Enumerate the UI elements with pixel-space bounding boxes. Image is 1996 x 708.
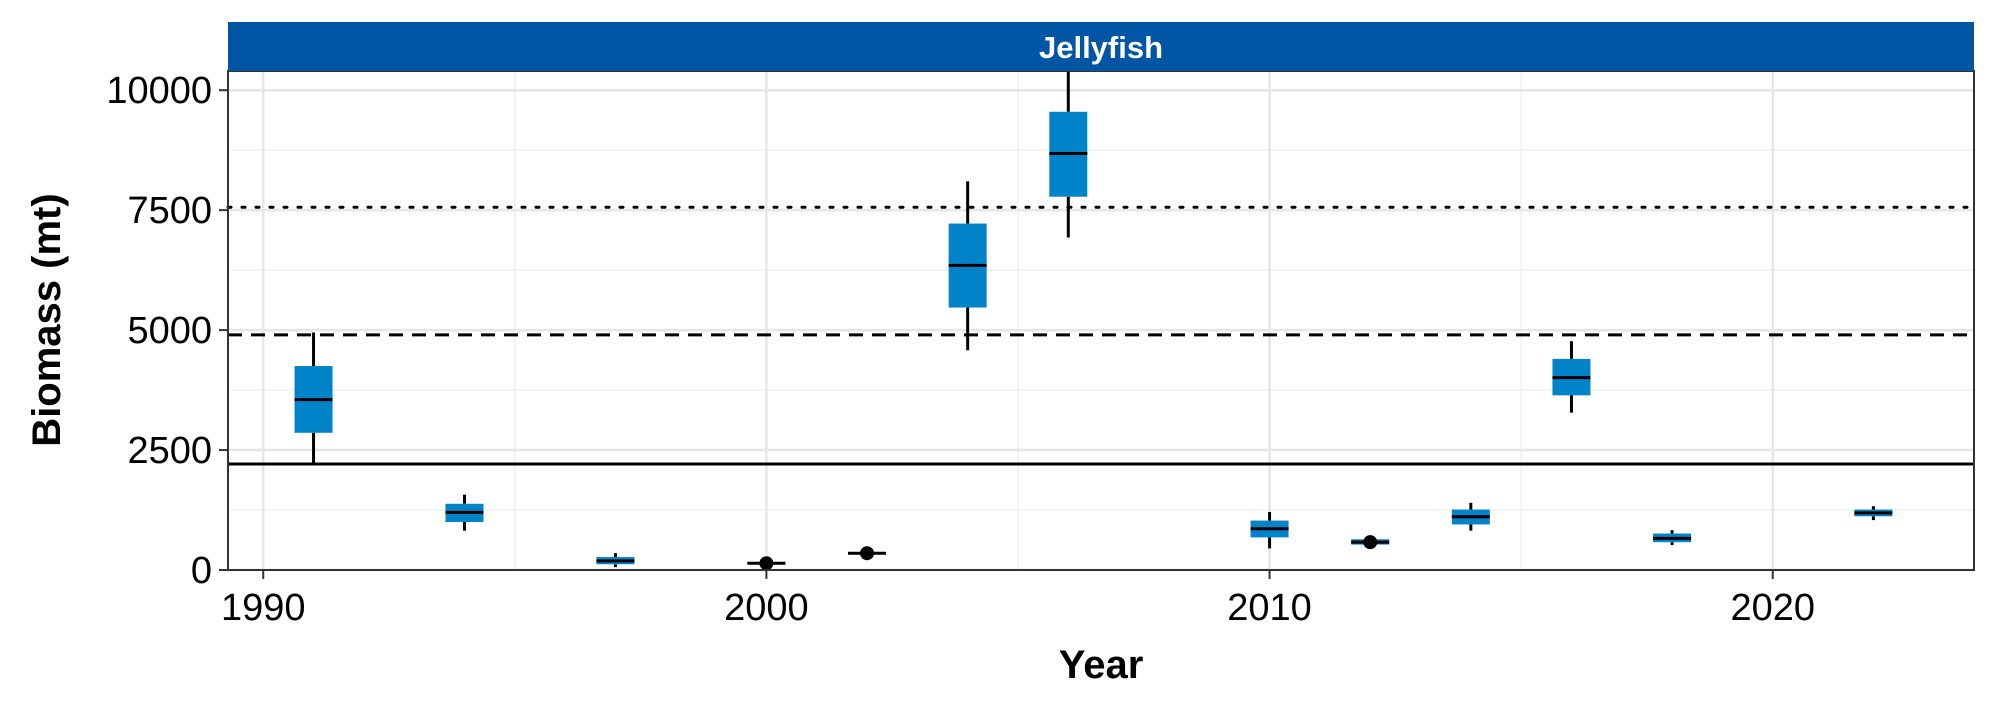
boxplots [294,71,1893,571]
collapsed-box-point [1363,535,1378,550]
x-tick-label: 1990 [221,587,306,629]
box-2014 [1451,502,1490,531]
panel-strip [228,22,1974,71]
box-2002 [848,546,887,561]
collapsed-box-point [860,546,875,561]
y-axis-title: Biomass (mt) [25,193,69,446]
box-2018 [1653,530,1692,546]
y-axis: 0 2500 5000 7500 10000 [106,70,228,592]
panel-title: Jellyfish [1039,30,1163,65]
box-2012 [1351,535,1390,550]
box-2016 [1552,341,1591,413]
x-axis-title: Year [1059,643,1144,687]
x-axis: 1990 2000 2010 2020 [221,570,1815,629]
x-tick-label: 2020 [1730,587,1815,629]
box-1994 [445,494,484,531]
y-tick-label: 5000 [127,310,212,352]
y-tick-label: 7500 [127,190,212,232]
x-tick-label: 2010 [1227,587,1312,629]
box-2006 [1049,71,1088,238]
minor-gridlines [228,71,1974,570]
reference-lines [226,205,1976,466]
collapsed-box-point [759,556,774,571]
box-1997 [596,553,635,568]
y-tick-label: 2500 [127,430,212,472]
box-1991 [294,332,333,465]
box-2004 [948,181,987,351]
y-tick-label: 0 [191,550,212,592]
box-2010 [1250,511,1289,549]
x-tick-label: 2000 [724,587,809,629]
y-tick-label: 10000 [106,70,212,112]
box-2000 [747,556,786,571]
box-2022 [1854,506,1893,521]
